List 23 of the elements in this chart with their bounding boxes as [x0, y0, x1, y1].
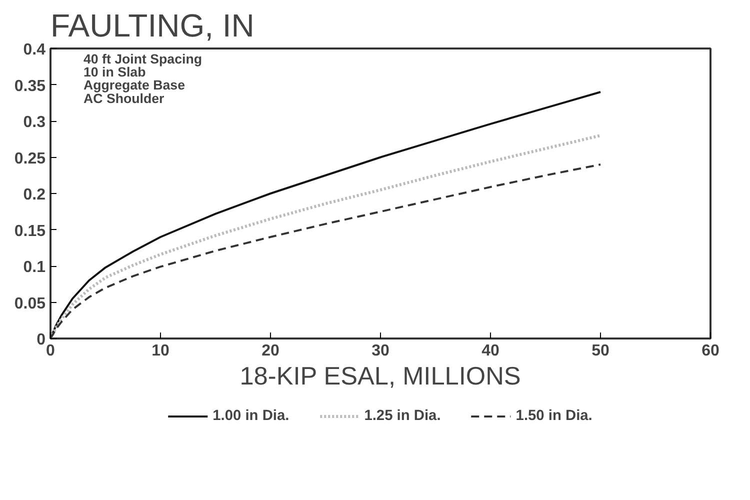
y-tick-label: 0.15 [14, 222, 46, 240]
legend-label: 1.50 in Dia. [516, 408, 592, 424]
x-tick-label: 60 [702, 342, 720, 360]
y-tick-label: 0.25 [14, 150, 46, 168]
x-tick-label: 10 [152, 342, 170, 360]
annotation: 10 in Slab [84, 64, 146, 80]
x-tick-label: 30 [372, 342, 390, 360]
annotation: 40 ft Joint Spacing [84, 52, 202, 67]
y-tick-label: 0.4 [23, 42, 46, 58]
legend-label: 1.00 in Dia. [212, 408, 290, 424]
x-tick-label: 40 [482, 342, 500, 360]
y-tick-label: 0.35 [14, 78, 46, 95]
y-tick-label: 0.3 [23, 114, 46, 131]
y-tick-label: 0.1 [23, 259, 46, 276]
x-tick-label: 20 [262, 342, 280, 360]
legend-label: 1.25 in Dia. [364, 408, 441, 424]
chart-title: FAULTING, IN [50, 8, 254, 44]
y-tick-label: 0 [36, 332, 46, 348]
y-tick-label: 0.05 [14, 295, 46, 312]
annotation: Aggregate Base [84, 78, 185, 93]
y-tick-label: 0.2 [23, 186, 46, 204]
x-axis-title: 18-KIP ESAL, MILLIONS [240, 362, 521, 390]
x-tick-label: 50 [592, 342, 610, 360]
